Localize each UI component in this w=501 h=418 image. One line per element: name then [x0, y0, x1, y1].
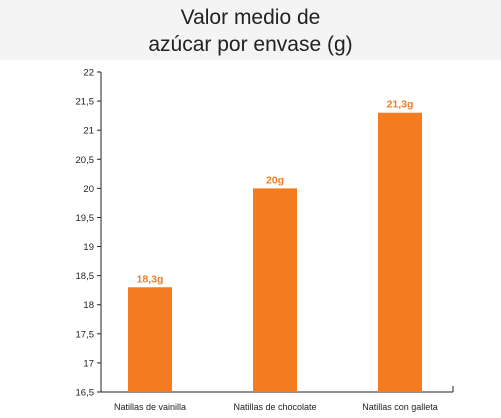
bar [253, 188, 297, 392]
bar-value-label: 18,3g [137, 273, 164, 285]
data-labels: 18,3g 20g 21,3g [137, 99, 414, 286]
y-tick-label: 16,5 [76, 388, 95, 399]
y-tick-label: 19,5 [76, 213, 95, 224]
chart-title-line-1: Valor medio de [180, 6, 321, 29]
y-tick-label: 20,5 [76, 155, 95, 166]
bar-value-label: 20g [266, 174, 284, 186]
x-category-label: Natillas con galleta [362, 402, 438, 412]
y-tick-label: 21,5 [76, 97, 95, 108]
chart-title: Valor medio de azúcar por envase (g) [0, 4, 501, 58]
bar [128, 287, 172, 392]
x-category-label: Natillas de chocolate [233, 402, 316, 412]
y-tick-label: 17 [83, 358, 94, 369]
x-category-label: Natillas de vainilla [114, 402, 186, 412]
y-tick-label: 17,5 [76, 329, 95, 340]
y-tick-label: 18,5 [76, 271, 95, 282]
title-band [0, 0, 501, 60]
bar-value-label: 21,3g [387, 99, 414, 111]
y-tick-label: 19 [83, 242, 94, 253]
bars [128, 112, 422, 393]
bar [378, 112, 422, 393]
chart-title-line-2: azúcar por envase (g) [148, 33, 353, 56]
y-tick-label: 20 [83, 184, 94, 195]
y-tick-label: 22 [83, 68, 94, 79]
y-tick-label: 18 [83, 300, 94, 311]
y-tick-label: 21 [83, 126, 94, 137]
y-axis: 16,5 17 17,5 18 18,5 19 19,5 20 20,5 21 21,5 22 [76, 68, 102, 399]
